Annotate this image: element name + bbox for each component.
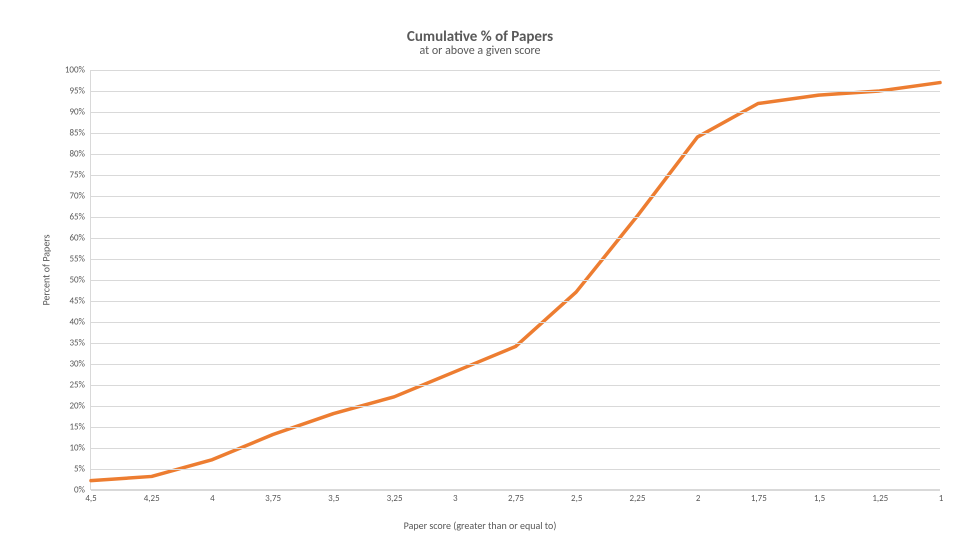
y-tick-label: 90% xyxy=(69,107,91,118)
x-tick-label: 3 xyxy=(453,489,458,504)
y-tick-label: 15% xyxy=(69,422,91,433)
y-tick-label: 25% xyxy=(69,380,91,391)
gridline xyxy=(91,406,940,407)
gridline xyxy=(91,448,940,449)
gridline xyxy=(91,469,940,470)
y-tick-label: 75% xyxy=(69,170,91,181)
y-tick-label: 70% xyxy=(69,191,91,202)
data-line xyxy=(91,83,940,481)
y-tick-label: 40% xyxy=(69,317,91,328)
gridline xyxy=(91,427,940,428)
y-tick-label: 65% xyxy=(69,212,91,223)
y-tick-label: 50% xyxy=(69,275,91,286)
x-tick-label: 2 xyxy=(696,489,701,504)
y-tick-label: 10% xyxy=(69,443,91,454)
x-tick-label: 1 xyxy=(939,489,944,504)
y-tick-label: 100% xyxy=(65,65,91,76)
chart-title-block: Cumulative % of Papers at or above a giv… xyxy=(0,28,960,58)
x-tick-label: 2,5 xyxy=(571,489,582,504)
gridline xyxy=(91,175,940,176)
y-tick-label: 5% xyxy=(74,464,91,475)
gridline xyxy=(91,364,940,365)
y-tick-label: 80% xyxy=(69,149,91,160)
x-tick-label: 1,25 xyxy=(872,489,888,504)
y-tick-label: 20% xyxy=(69,401,91,412)
gridline xyxy=(91,322,940,323)
x-tick-label: 4,25 xyxy=(144,489,160,504)
chart-subtitle: at or above a given score xyxy=(0,44,960,58)
plot-area: 0%5%10%15%20%25%30%35%40%45%50%55%60%65%… xyxy=(90,70,940,490)
x-tick-label: 1,5 xyxy=(814,489,825,504)
y-tick-label: 85% xyxy=(69,128,91,139)
y-tick-label: 55% xyxy=(69,254,91,265)
y-tick-label: 60% xyxy=(69,233,91,244)
gridline xyxy=(91,217,940,218)
gridline xyxy=(91,259,940,260)
y-axis-label: Percent of Papers xyxy=(40,234,53,305)
x-axis-label: Paper score (greater than or equal to) xyxy=(0,519,960,532)
gridline xyxy=(91,70,940,71)
gridline xyxy=(91,280,940,281)
gridline xyxy=(91,91,940,92)
gridline xyxy=(91,238,940,239)
x-tick-label: 4 xyxy=(210,489,215,504)
x-tick-label: 3,75 xyxy=(265,489,281,504)
x-tick-label: 3,25 xyxy=(387,489,403,504)
x-tick-label: 2,75 xyxy=(508,489,524,504)
gridline xyxy=(91,301,940,302)
gridline xyxy=(91,154,940,155)
y-tick-label: 95% xyxy=(69,86,91,97)
gridline xyxy=(91,343,940,344)
x-tick-label: 1,75 xyxy=(751,489,767,504)
gridline xyxy=(91,196,940,197)
gridline xyxy=(91,385,940,386)
y-tick-label: 45% xyxy=(69,296,91,307)
y-tick-label: 30% xyxy=(69,359,91,370)
gridline xyxy=(91,112,940,113)
x-tick-label: 3,5 xyxy=(328,489,339,504)
chart-container: Cumulative % of Papers at or above a giv… xyxy=(0,0,960,540)
x-tick-label: 4,5 xyxy=(85,489,96,504)
x-tick-label: 2,25 xyxy=(629,489,645,504)
y-tick-label: 35% xyxy=(69,338,91,349)
gridline xyxy=(91,133,940,134)
